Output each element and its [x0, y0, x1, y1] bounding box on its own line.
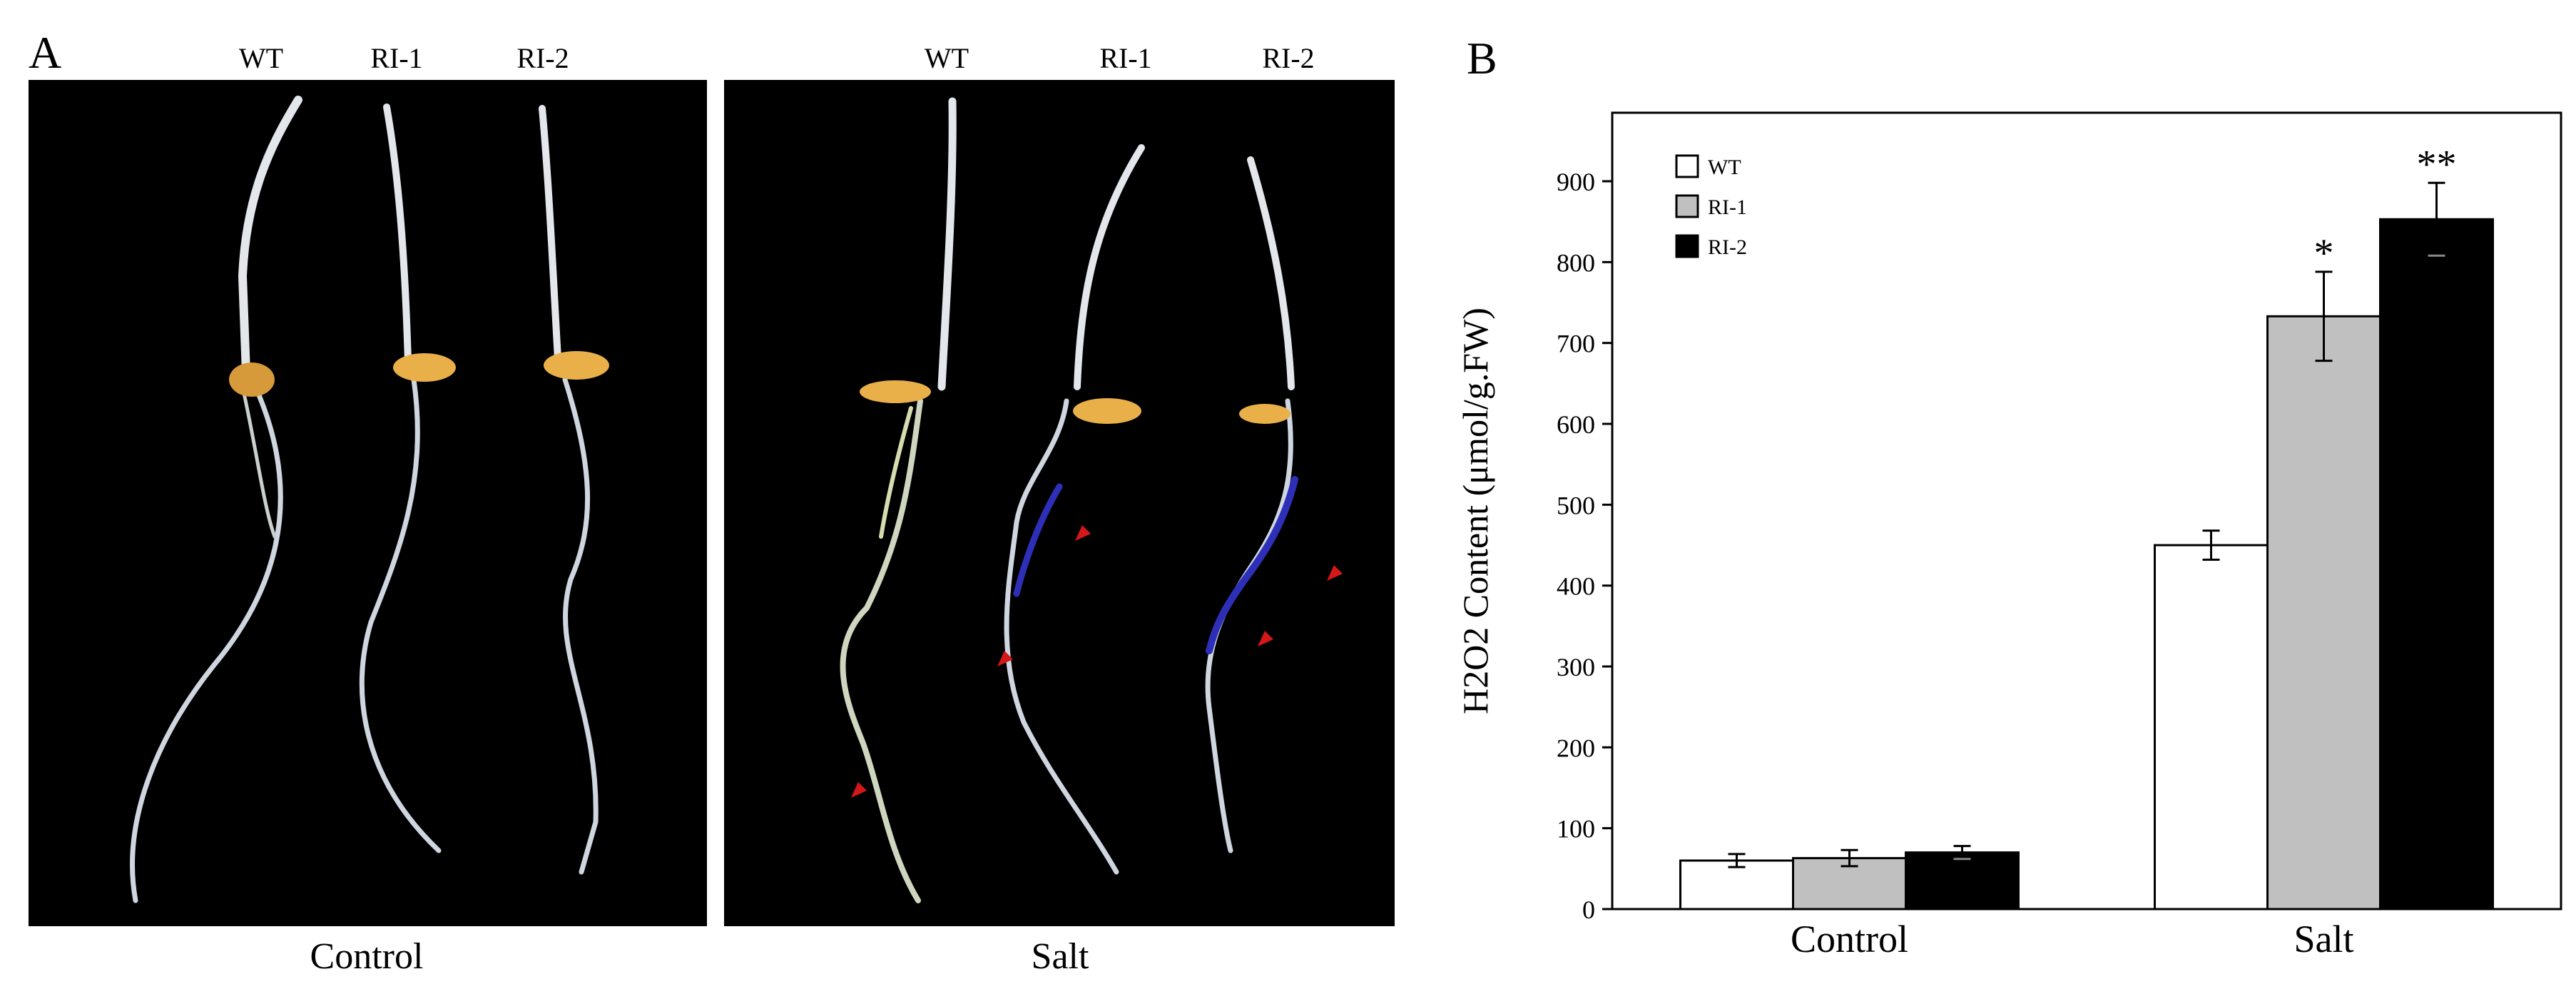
control-ri2-seed — [544, 351, 609, 380]
salt-ri1-shoot — [1074, 144, 1145, 390]
bar-ri-2-control — [1905, 851, 2020, 911]
control-wt-seed — [229, 362, 275, 397]
salt-ri2-arrow-2 — [1258, 631, 1273, 646]
control-ri1-seed — [393, 353, 456, 382]
y-axis-label: H2O2 Content (μmol/g.FW) — [1455, 308, 1495, 714]
y-tick-label: 900 — [1557, 168, 1595, 196]
y-tick-label: 200 — [1557, 734, 1595, 762]
panel-b-letter: B — [1467, 33, 1497, 83]
control-ri1-root — [359, 377, 442, 853]
salt-ri2-seed — [1239, 404, 1290, 424]
control-label-wt: WT — [238, 42, 284, 74]
salt-ri2-arrow-1 — [1327, 565, 1343, 581]
control-ri1-shoot — [383, 103, 412, 365]
salt-ri1-root — [1004, 398, 1119, 875]
h2o2-bar-chart: 0 100 200 300 400 500 600 700 800 900 H2O2 Content… — [1455, 111, 2562, 960]
salt-label-wt: WT — [924, 42, 969, 74]
bar-wt-salt — [2154, 544, 2269, 911]
y-tick-label: 400 — [1557, 572, 1595, 601]
significance-marker: * — [2314, 231, 2334, 275]
control-seedlings-photo — [29, 80, 707, 926]
salt-ri1-seed — [1073, 398, 1141, 424]
control-wt-root — [130, 384, 283, 903]
x-tick-label: Control — [1791, 918, 1908, 960]
salt-wt-seed — [860, 380, 931, 403]
plot-frame — [1611, 111, 2562, 911]
salt-wt-shoot — [937, 97, 957, 391]
salt-ri2-shoot — [1247, 156, 1295, 390]
legend-swatch-ri-1 — [1675, 194, 1699, 218]
salt-ri1-arrow-2 — [997, 651, 1013, 666]
salt-wt-root — [840, 398, 923, 903]
control-label-ri2: RI-2 — [516, 42, 569, 74]
y-tick-label: 600 — [1557, 410, 1595, 439]
control-ri2-shoot — [539, 105, 561, 362]
legend-swatch-ri-2 — [1675, 234, 1699, 258]
control-ri2-root — [562, 377, 599, 875]
y-tick-label: 100 — [1557, 815, 1595, 843]
significance-marker: ** — [2417, 142, 2457, 186]
y-tick-label: 700 — [1557, 330, 1595, 358]
legend-swatch-wt — [1675, 154, 1699, 178]
salt-ri1-arrow-1 — [1075, 525, 1091, 541]
panel-a-letter: A — [29, 27, 62, 78]
salt-label-ri2: RI-2 — [1262, 42, 1315, 74]
salt-label-ri1: RI-1 — [1099, 42, 1152, 74]
y-tick-label: 500 — [1557, 491, 1595, 519]
legend-label-ri-2: RI-2 — [1708, 235, 1747, 259]
bar-ri-1-salt — [2266, 315, 2381, 911]
salt-photo-label: Salt — [1031, 936, 1089, 977]
y-tick-label: 300 — [1557, 653, 1595, 681]
y-tick-label: 800 — [1557, 248, 1595, 277]
bar-ri-2-salt — [2379, 218, 2494, 911]
salt-wt-arrow — [851, 782, 867, 798]
legend-label-ri-1: RI-1 — [1708, 196, 1747, 219]
control-wt-shoot — [238, 96, 302, 377]
control-label-ri1: RI-1 — [370, 42, 423, 74]
control-photo-label: Control — [310, 936, 424, 977]
y-tick-label: 0 — [1582, 896, 1595, 924]
legend-label-wt: WT — [1708, 156, 1741, 179]
salt-seedlings-photo — [724, 80, 1395, 926]
x-tick-label: Salt — [2294, 918, 2353, 960]
